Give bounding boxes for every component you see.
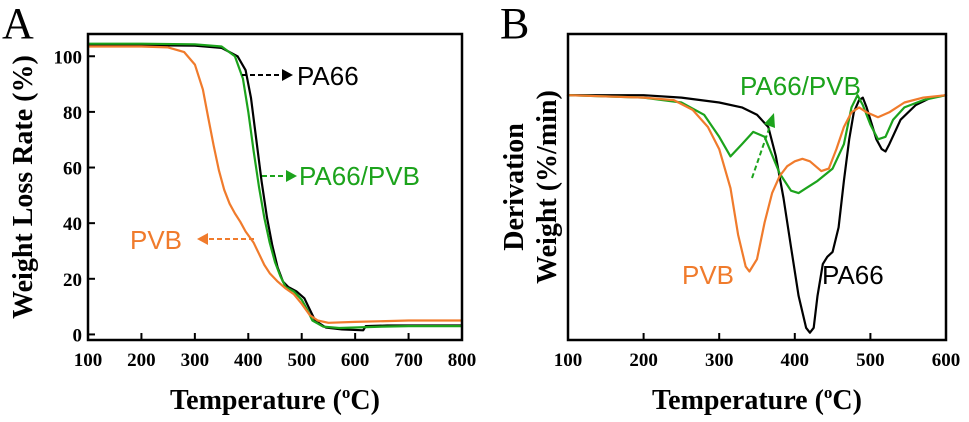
x-tick-label: 100 — [74, 350, 103, 371]
panel-b: B 100 200 300 400 500 600 Derivation Weight (… — [499, 0, 960, 416]
x-tick-label: 300 — [181, 350, 210, 371]
panel-b-letter: B — [500, 0, 529, 48]
pvb-label-b: PVB — [682, 260, 734, 290]
series-line-a-pa66pvb — [86, 42, 464, 330]
series-line-b-pvb — [566, 94, 948, 273]
x-tick-label: 400 — [781, 350, 810, 371]
pvb-arrowhead-a — [197, 233, 208, 245]
panel-a-xlabel: Temperature (oC) — [170, 383, 380, 416]
y-tick-label: 60 — [63, 159, 82, 180]
series-line-b-pa66 — [566, 94, 948, 334]
y-tick-label: 100 — [54, 47, 83, 68]
y-tick-label: 20 — [63, 270, 82, 291]
panel-a-frame — [86, 32, 464, 342]
pa66pvb-arrow-b — [751, 125, 771, 179]
panel-b-axes: 100 200 300 400 500 600 — [554, 333, 961, 371]
x-tick-label: 300 — [705, 350, 734, 371]
series-line-a-pvb — [86, 45, 464, 324]
pa66pvb-label-a: PA66/PVB — [299, 161, 420, 191]
x-tick-label: 400 — [234, 350, 263, 371]
panel-b-frame — [566, 32, 948, 342]
panel-b-curves — [566, 94, 948, 334]
x-tick-label: 200 — [127, 350, 156, 371]
x-tick-label: 700 — [394, 350, 423, 371]
pa66pvb-arrowhead-b — [764, 113, 775, 128]
y-tick-label: 40 — [63, 214, 82, 235]
pa66pvb-label-b: PA66/PVB — [740, 71, 861, 101]
panel-a-letter: A — [2, 0, 34, 48]
pvb-label-a: PVB — [130, 225, 182, 255]
panel-b-ylabel-line1: Derivation — [499, 123, 530, 251]
x-tick-label: 500 — [856, 350, 885, 371]
panel-a-ylabel: Weight Loss Rate (%) — [8, 55, 39, 319]
x-tick-label: 600 — [341, 350, 370, 371]
panel-b-xlabel: Temperature (oC) — [652, 383, 862, 416]
y-tick-label: 80 — [63, 103, 82, 124]
pa66-label-b: PA66 — [822, 260, 884, 290]
series-line-b-pa66pvb — [566, 94, 948, 195]
x-tick-label: 600 — [932, 350, 961, 371]
panel-b-ylabel-line2: Weight (%/min) — [532, 90, 563, 284]
pa66pvb-arrowhead-a — [286, 170, 297, 182]
pa66-arrowhead-a — [282, 69, 293, 81]
x-tick-label: 800 — [448, 350, 477, 371]
pa66-label-a: PA66 — [297, 61, 359, 91]
y-tick-label: 0 — [73, 325, 83, 346]
panel-a: A 100 200 300 400 500 600 700 800 0 20 40 60 80 100 W… — [2, 0, 476, 416]
x-tick-label: 100 — [554, 350, 583, 371]
x-tick-label: 500 — [287, 350, 316, 371]
x-tick-label: 200 — [629, 350, 658, 371]
panel-a-curves — [86, 42, 464, 332]
